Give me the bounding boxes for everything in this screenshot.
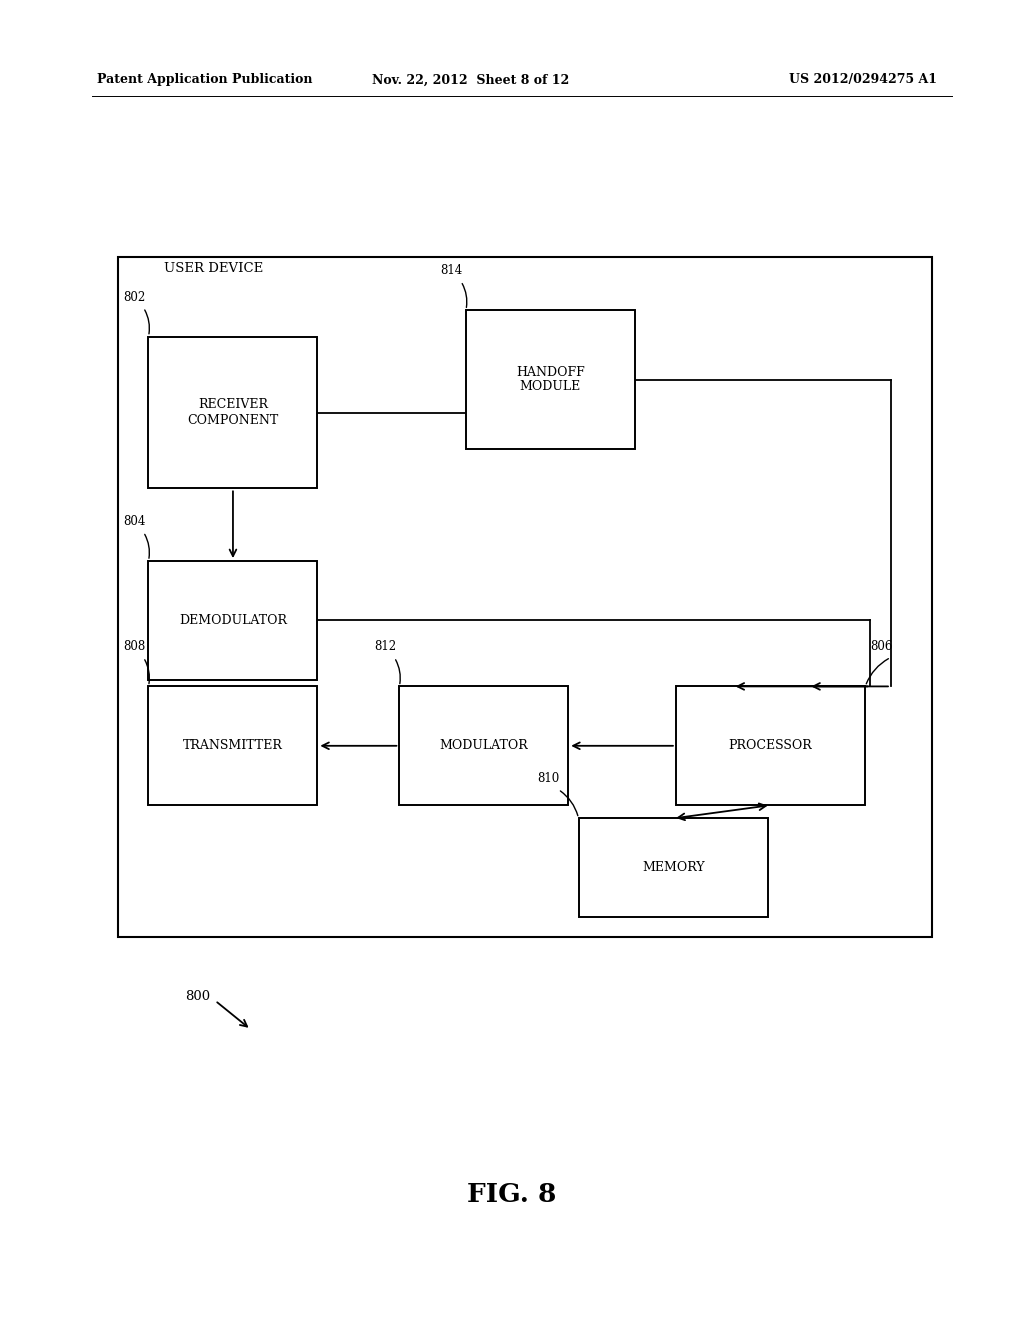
- Text: DEMODULATOR: DEMODULATOR: [179, 614, 287, 627]
- Bar: [118, 257, 932, 937]
- Text: 810: 810: [538, 772, 560, 785]
- Text: US 2012/0294275 A1: US 2012/0294275 A1: [788, 74, 937, 86]
- Text: RECEIVER
COMPONENT: RECEIVER COMPONENT: [187, 399, 279, 426]
- Text: 802: 802: [123, 290, 145, 304]
- Text: MODULATOR: MODULATOR: [439, 739, 528, 752]
- Text: Patent Application Publication: Patent Application Publication: [97, 74, 312, 86]
- Text: 808: 808: [123, 640, 145, 653]
- Text: USER DEVICE: USER DEVICE: [164, 261, 263, 275]
- Bar: [148, 337, 317, 488]
- Text: 804: 804: [123, 515, 145, 528]
- Bar: [148, 561, 317, 680]
- Text: PROCESSOR: PROCESSOR: [729, 739, 812, 752]
- Bar: [148, 686, 317, 805]
- Bar: [466, 310, 635, 449]
- Text: 812: 812: [374, 640, 396, 653]
- Text: MEMORY: MEMORY: [642, 862, 705, 874]
- Text: TRANSMITTER: TRANSMITTER: [183, 739, 283, 752]
- Text: Nov. 22, 2012  Sheet 8 of 12: Nov. 22, 2012 Sheet 8 of 12: [373, 74, 569, 86]
- Text: FIG. 8: FIG. 8: [467, 1183, 557, 1206]
- Bar: [579, 818, 768, 917]
- Text: 806: 806: [870, 640, 893, 653]
- Bar: [399, 686, 568, 805]
- Text: 800: 800: [184, 990, 210, 1003]
- Text: HANDOFF
MODULE: HANDOFF MODULE: [516, 366, 585, 393]
- Bar: [676, 686, 865, 805]
- Text: 814: 814: [440, 264, 463, 277]
